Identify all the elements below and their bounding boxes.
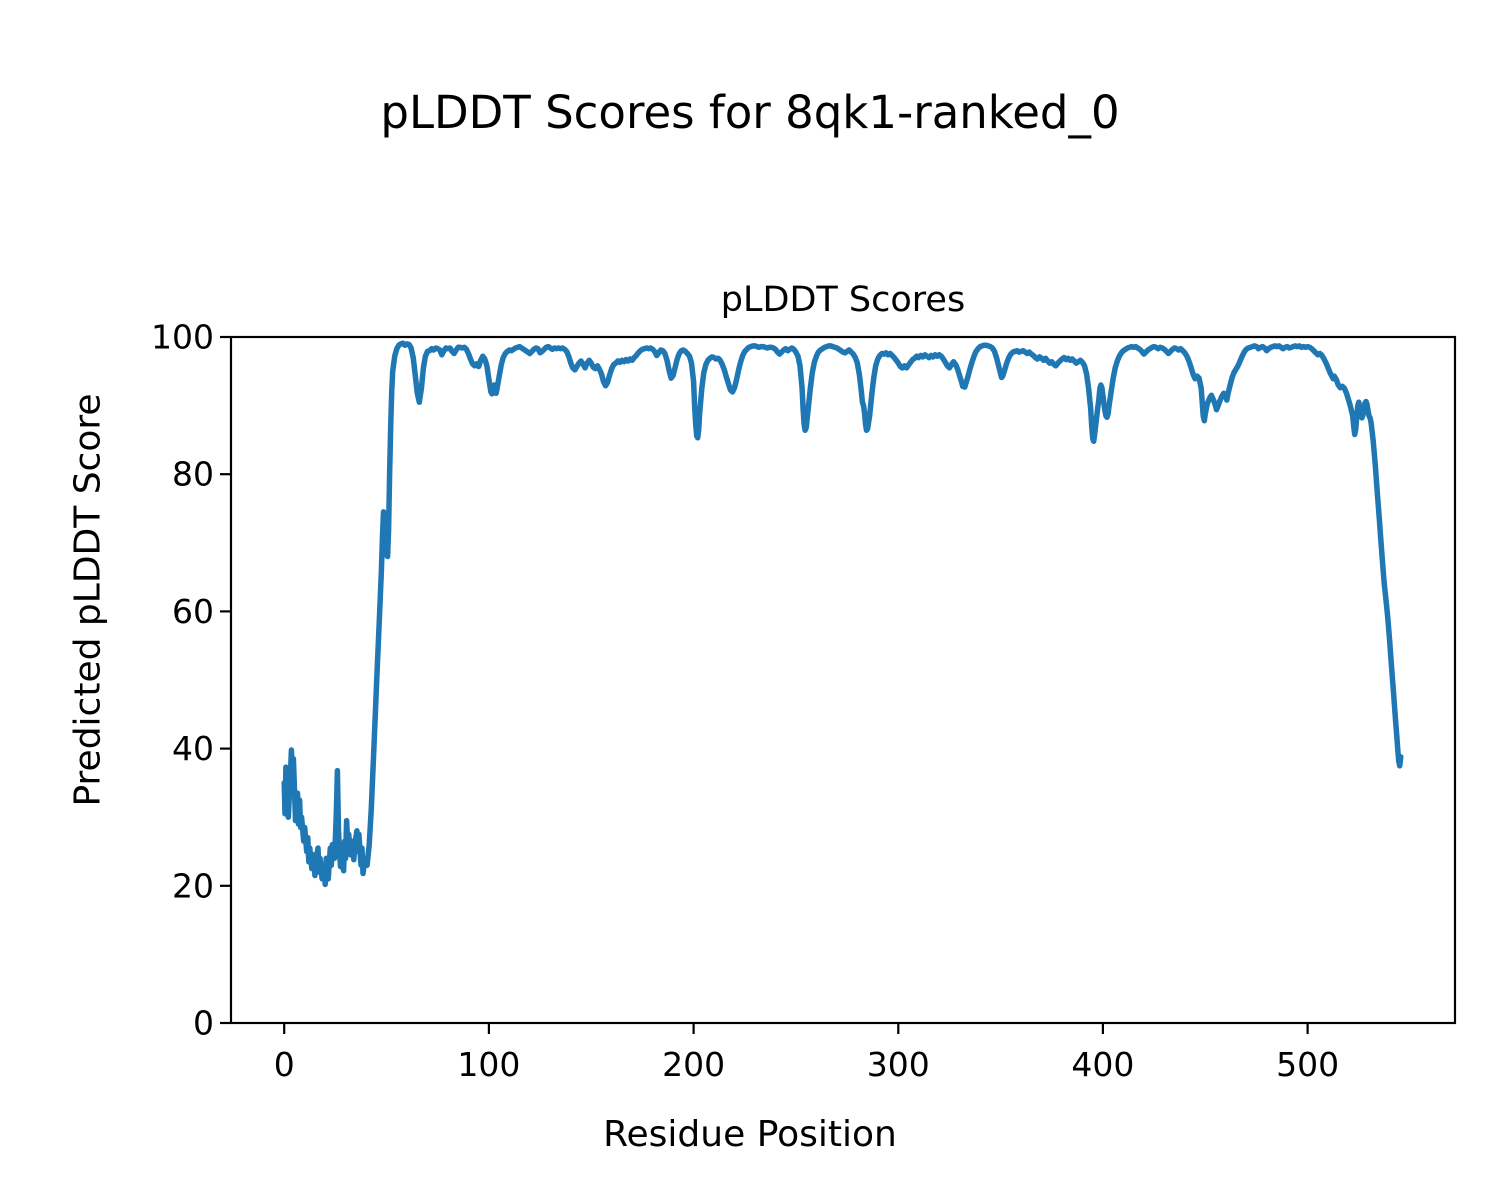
x-axis-ticks: 0 100 200 300 400 500 [274, 1024, 1339, 1084]
x-tick-label: 400 [1071, 1045, 1134, 1084]
y-tick-label: 0 [193, 1004, 214, 1043]
x-tick-label: 300 [867, 1045, 930, 1084]
x-tick-label: 100 [457, 1045, 520, 1084]
x-tick-label: 0 [274, 1045, 295, 1084]
x-tick-label: 500 [1276, 1045, 1339, 1084]
y-tick-label: 20 [172, 866, 214, 905]
y-tick-label: 60 [172, 592, 214, 631]
x-tick-label: 200 [662, 1045, 725, 1084]
y-tick-label: 100 [151, 318, 214, 357]
x-axis-label: Residue Position [603, 1114, 897, 1155]
y-tick-label: 40 [172, 729, 214, 768]
y-tick-label: 80 [172, 455, 214, 494]
plddt-line-series [281, 340, 1404, 888]
axes-title: pLDDT Scores [720, 280, 966, 320]
figure-suptitle: pLDDT Scores for 8qk1-ranked_0 [380, 86, 1120, 139]
y-axis-ticks: 0 20 40 60 80 100 [151, 318, 230, 1043]
axes-frame [229, 335, 1457, 1025]
